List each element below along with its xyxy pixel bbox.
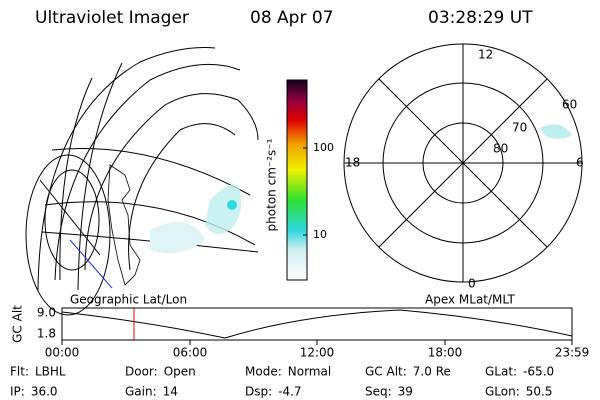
altitude-curve: [61, 309, 573, 339]
info-value: Open: [164, 365, 196, 379]
polar-plot: [343, 43, 583, 283]
x-label: 23:59: [555, 346, 590, 360]
info-key: Door:: [125, 365, 158, 379]
colorbar-tick: 10: [313, 228, 327, 241]
info-value: LBHL: [35, 365, 66, 379]
info-value: 50.5: [526, 385, 553, 399]
info-value: 7.0 Re: [413, 365, 451, 379]
geo-map: [25, 47, 259, 316]
timeline-left-label: Geographic Lat/Lon: [70, 293, 187, 307]
info-value: 36.0: [31, 385, 58, 399]
info-value: Normal: [288, 365, 331, 379]
info-key: Mode:: [245, 365, 282, 379]
timeline-right-label: Apex MLat/MLT: [425, 293, 515, 307]
colorbar-tick: 100: [313, 141, 334, 154]
x-label: 00:00: [45, 346, 80, 360]
colorbar: [286, 79, 308, 281]
y-label: 1.8: [37, 327, 56, 341]
lat-label: 70: [512, 121, 527, 135]
info-key: GC Alt:: [365, 365, 407, 379]
info-value: -4.7: [278, 385, 301, 399]
info-value: -65.0: [523, 365, 554, 379]
info-key: Flt:: [10, 365, 29, 379]
info-value: 14: [163, 385, 178, 399]
y-label: 9.0: [37, 306, 56, 320]
colorbar-label: photon cm⁻²s⁻¹: [265, 138, 279, 231]
mlt-label: 6: [576, 156, 584, 170]
lat-label: 80: [493, 142, 508, 156]
mlt-label: 12: [478, 48, 493, 62]
x-label: 06:00: [173, 346, 208, 360]
x-label: 12:00: [300, 346, 335, 360]
lat-label: 60: [562, 98, 577, 112]
time: 03:28:29 UT: [428, 8, 533, 28]
info-key: Dsp:: [245, 385, 272, 399]
info-key: IP:: [10, 385, 25, 399]
axis-label: GC Alt: [11, 305, 25, 343]
timeline-box: [61, 307, 573, 341]
info-key: GLon:: [485, 385, 520, 399]
mlt-label: 18: [345, 156, 360, 170]
info-key: Seq:: [365, 385, 392, 399]
info-key: GLat:: [485, 365, 517, 379]
date: 08 Apr 07: [250, 8, 333, 28]
info-key: Gain:: [125, 385, 157, 399]
info-value: 39: [398, 385, 413, 399]
x-label: 18:00: [428, 346, 463, 360]
mlt-label: 0: [468, 277, 476, 291]
info-panel: Flt: LBHL Door: Open Mode: Normal GC Alt: 7.0 R…: [10, 365, 554, 399]
title: Ultraviolet Imager: [35, 8, 189, 28]
